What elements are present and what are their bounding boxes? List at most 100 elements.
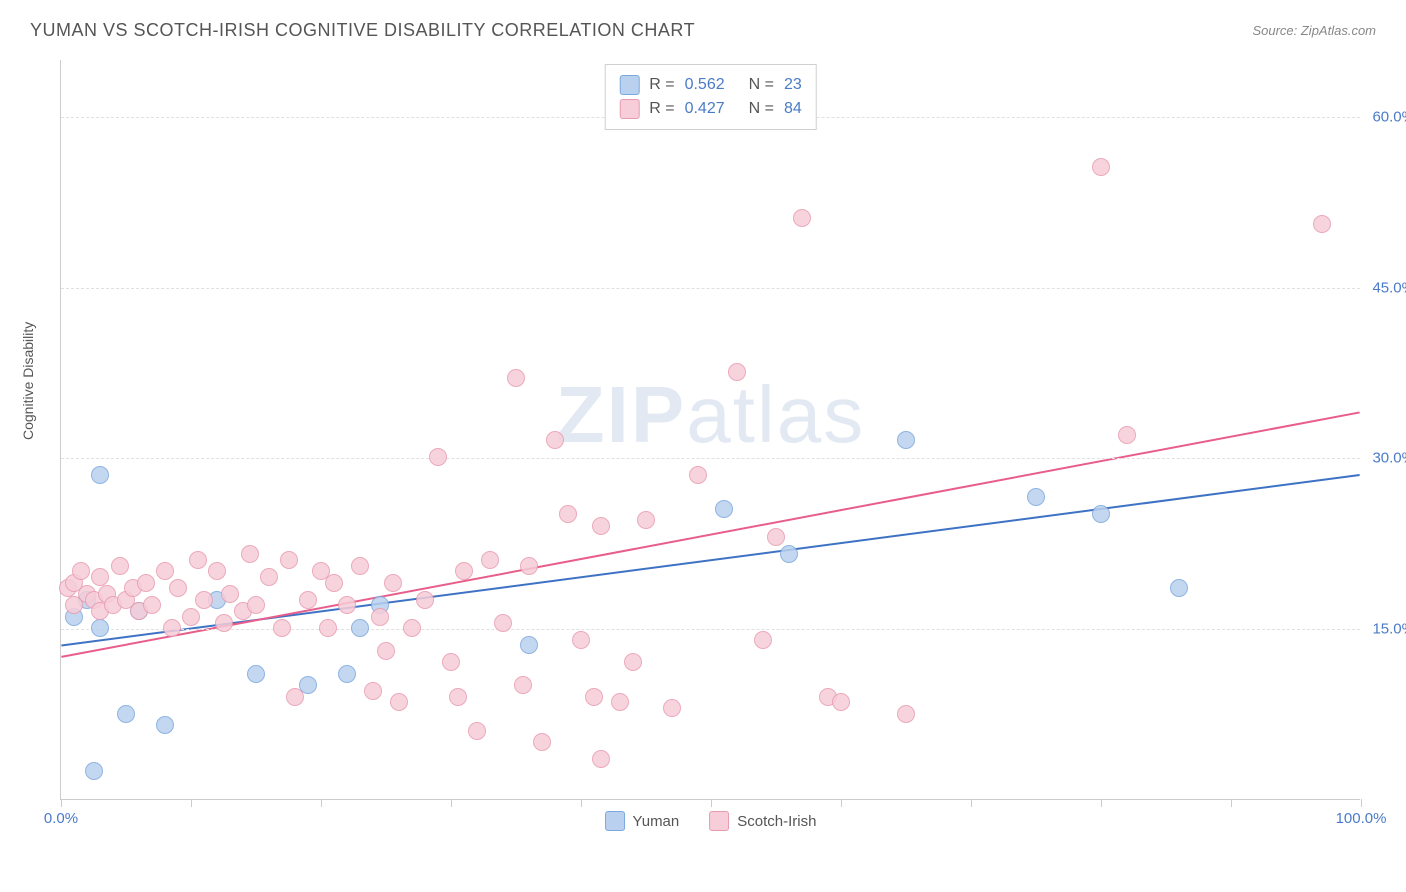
series-legend-label: Yuman: [633, 813, 680, 830]
legend-swatch: [605, 811, 625, 831]
legend-swatch: [619, 99, 639, 119]
scatter-point: [247, 665, 265, 683]
x-tick-label: 100.0%: [1336, 810, 1387, 827]
correlation-legend: R = 0.562 N = 23 R = 0.427 N = 84: [604, 64, 817, 130]
legend-row: R = 0.562 N = 23: [619, 73, 802, 97]
scatter-point: [1092, 505, 1110, 523]
gridline: [61, 288, 1360, 289]
scatter-point: [351, 557, 369, 575]
x-tick: [321, 799, 322, 807]
scatter-point: [611, 693, 629, 711]
scatter-point: [384, 574, 402, 592]
scatter-point: [215, 614, 233, 632]
scatter-point: [592, 750, 610, 768]
scatter-point: [1118, 426, 1136, 444]
legend-swatch: [709, 811, 729, 831]
gridline: [61, 629, 1360, 630]
scatter-point: [208, 562, 226, 580]
plot-area: ZIPatlas R = 0.562 N = 23 R = 0.427 N = …: [60, 60, 1360, 800]
scatter-point: [663, 699, 681, 717]
scatter-point: [403, 619, 421, 637]
scatter-point: [715, 500, 733, 518]
scatter-point: [754, 631, 772, 649]
scatter-point: [455, 562, 473, 580]
scatter-point: [897, 431, 915, 449]
scatter-point: [72, 562, 90, 580]
series-legend: Yuman Scotch-Irish: [605, 811, 817, 831]
scatter-point: [572, 631, 590, 649]
scatter-point: [247, 596, 265, 614]
legend-row: R = 0.427 N = 84: [619, 97, 802, 121]
x-tick: [841, 799, 842, 807]
scatter-point: [559, 505, 577, 523]
scatter-point: [189, 551, 207, 569]
chart-title: YUMAN VS SCOTCH-IRISH COGNITIVE DISABILI…: [30, 20, 695, 41]
scatter-point: [728, 363, 746, 381]
scatter-point: [1092, 158, 1110, 176]
y-tick-label: 30.0%: [1372, 450, 1406, 467]
trend-line: [61, 412, 1359, 656]
scatter-point: [241, 545, 259, 563]
y-tick-label: 60.0%: [1372, 108, 1406, 125]
scatter-point: [494, 614, 512, 632]
legend-n-value: 84: [784, 100, 802, 118]
scatter-point: [468, 722, 486, 740]
series-legend-item: Yuman: [605, 811, 680, 831]
legend-r-label: R =: [649, 76, 674, 94]
x-tick: [191, 799, 192, 807]
scatter-point: [273, 619, 291, 637]
scatter-point: [793, 209, 811, 227]
scatter-point: [507, 369, 525, 387]
legend-r-label: R =: [649, 100, 674, 118]
scatter-point: [514, 676, 532, 694]
scatter-point: [1170, 579, 1188, 597]
x-tick: [1101, 799, 1102, 807]
scatter-point: [442, 653, 460, 671]
x-tick: [581, 799, 582, 807]
scatter-point: [91, 466, 109, 484]
scatter-point: [286, 688, 304, 706]
x-tick-label: 0.0%: [44, 810, 78, 827]
scatter-point: [85, 762, 103, 780]
watermark: ZIPatlas: [556, 369, 865, 461]
scatter-point: [351, 619, 369, 637]
scatter-point: [319, 619, 337, 637]
scatter-point: [371, 608, 389, 626]
series-legend-label: Scotch-Irish: [737, 813, 816, 830]
scatter-point: [280, 551, 298, 569]
legend-r-value: 0.562: [685, 76, 725, 94]
scatter-point: [169, 579, 187, 597]
scatter-point: [481, 551, 499, 569]
scatter-point: [338, 596, 356, 614]
scatter-point: [449, 688, 467, 706]
scatter-point: [1313, 215, 1331, 233]
scatter-point: [592, 517, 610, 535]
scatter-point: [520, 636, 538, 654]
legend-swatch: [619, 75, 639, 95]
legend-n-label: N =: [749, 76, 774, 94]
scatter-point: [832, 693, 850, 711]
scatter-point: [111, 557, 129, 575]
x-tick: [1231, 799, 1232, 807]
gridline: [61, 458, 1360, 459]
chart-container: ZIPatlas R = 0.562 N = 23 R = 0.427 N = …: [60, 60, 1370, 830]
scatter-point: [780, 545, 798, 563]
trend-lines: [61, 60, 1360, 799]
scatter-point: [299, 591, 317, 609]
x-tick: [61, 799, 62, 807]
scatter-point: [221, 585, 239, 603]
scatter-point: [260, 568, 278, 586]
scatter-point: [767, 528, 785, 546]
scatter-point: [195, 591, 213, 609]
series-legend-item: Scotch-Irish: [709, 811, 816, 831]
scatter-point: [585, 688, 603, 706]
x-tick: [711, 799, 712, 807]
legend-r-value: 0.427: [685, 100, 725, 118]
scatter-point: [163, 619, 181, 637]
scatter-point: [390, 693, 408, 711]
source-attribution: Source: ZipAtlas.com: [1252, 23, 1376, 38]
scatter-point: [338, 665, 356, 683]
scatter-point: [416, 591, 434, 609]
scatter-point: [897, 705, 915, 723]
x-tick: [971, 799, 972, 807]
